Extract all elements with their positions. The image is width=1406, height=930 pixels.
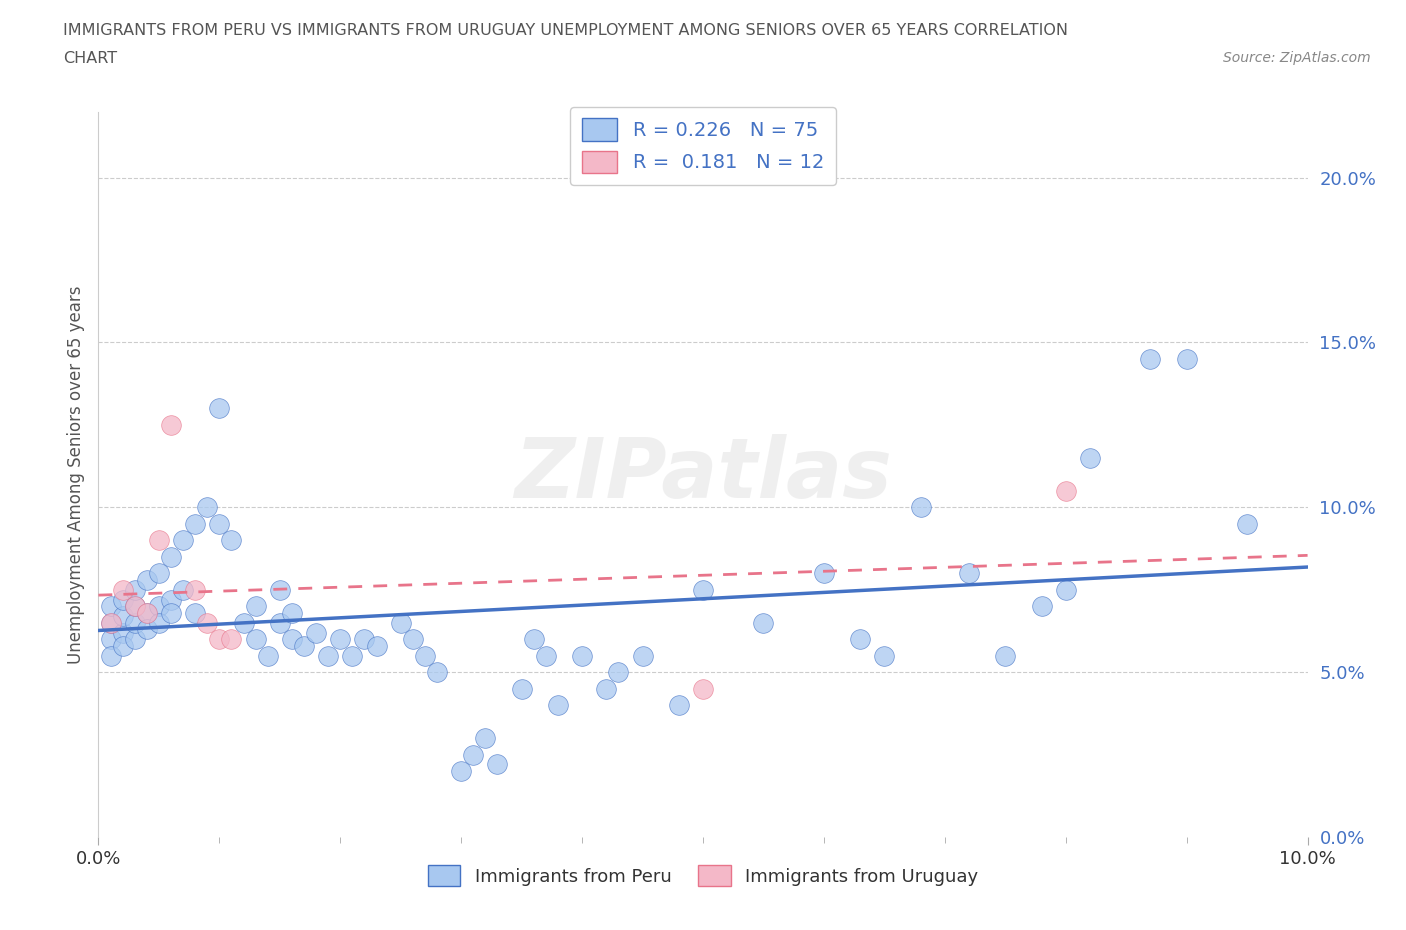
Point <box>1078 450 1101 465</box>
Point <box>245 599 267 614</box>
Point <box>111 608 134 623</box>
Point <box>111 625 134 640</box>
Point <box>631 648 654 663</box>
Point <box>269 582 291 597</box>
Point <box>692 582 714 597</box>
Point <box>413 648 436 663</box>
Point <box>463 747 485 762</box>
Point <box>1175 352 1198 366</box>
Text: CHART: CHART <box>63 51 117 66</box>
Point <box>245 631 267 646</box>
Point <box>692 681 714 696</box>
Point <box>342 648 364 663</box>
Point <box>135 572 157 587</box>
Point <box>148 565 170 580</box>
Point <box>281 631 304 646</box>
Text: IMMIGRANTS FROM PERU VS IMMIGRANTS FROM URUGUAY UNEMPLOYMENT AMONG SENIORS OVER : IMMIGRANTS FROM PERU VS IMMIGRANTS FROM … <box>63 23 1069 38</box>
Point <box>957 565 980 580</box>
Point <box>124 616 146 631</box>
Point <box>100 631 122 646</box>
Point <box>607 665 630 680</box>
Point <box>450 764 472 778</box>
Point <box>160 605 183 620</box>
Point <box>184 582 207 597</box>
Point <box>994 648 1017 663</box>
Text: ZIPatlas: ZIPatlas <box>515 433 891 515</box>
Point <box>305 625 328 640</box>
Point <box>486 757 509 772</box>
Point <box>135 605 157 620</box>
Point <box>426 665 449 680</box>
Point <box>1054 582 1077 597</box>
Point <box>1054 484 1077 498</box>
Point <box>232 616 254 631</box>
Point <box>571 648 593 663</box>
Point <box>752 616 775 631</box>
Point <box>148 533 170 548</box>
Point <box>100 648 122 663</box>
Point <box>813 565 835 580</box>
Point <box>221 533 243 548</box>
Point <box>135 622 157 637</box>
Point <box>910 499 932 514</box>
Point <box>329 631 352 646</box>
Point <box>111 582 134 597</box>
Point <box>389 616 412 631</box>
Point <box>208 631 231 646</box>
Point <box>353 631 375 646</box>
Point <box>100 616 122 631</box>
Point <box>534 648 557 663</box>
Point <box>208 516 231 531</box>
Point <box>124 582 146 597</box>
Point <box>160 592 183 607</box>
Point <box>172 533 194 548</box>
Point <box>366 638 388 653</box>
Point <box>281 605 304 620</box>
Point <box>184 516 207 531</box>
Point <box>1236 516 1258 531</box>
Point <box>474 731 496 746</box>
Point <box>208 401 231 416</box>
Point <box>160 550 183 565</box>
Point <box>195 499 218 514</box>
Point <box>135 605 157 620</box>
Text: Source: ZipAtlas.com: Source: ZipAtlas.com <box>1223 51 1371 65</box>
Point <box>292 638 315 653</box>
Point <box>111 592 134 607</box>
Point <box>547 698 569 712</box>
Point <box>100 616 122 631</box>
Point <box>269 616 291 631</box>
Y-axis label: Unemployment Among Seniors over 65 years: Unemployment Among Seniors over 65 years <box>66 286 84 663</box>
Point <box>523 631 546 646</box>
Point <box>172 582 194 597</box>
Point <box>148 599 170 614</box>
Point <box>148 616 170 631</box>
Point <box>849 631 872 646</box>
Point <box>160 418 183 432</box>
Point <box>195 616 218 631</box>
Point <box>256 648 278 663</box>
Point <box>184 605 207 620</box>
Point <box>100 599 122 614</box>
Point <box>595 681 617 696</box>
Point <box>873 648 896 663</box>
Point <box>1031 599 1053 614</box>
Point <box>111 638 134 653</box>
Point <box>1139 352 1161 366</box>
Point <box>510 681 533 696</box>
Legend: Immigrants from Peru, Immigrants from Uruguay: Immigrants from Peru, Immigrants from Ur… <box>420 858 986 893</box>
Point <box>124 599 146 614</box>
Point <box>668 698 690 712</box>
Point <box>316 648 339 663</box>
Point <box>124 599 146 614</box>
Point <box>402 631 425 646</box>
Point <box>221 631 243 646</box>
Point <box>124 631 146 646</box>
